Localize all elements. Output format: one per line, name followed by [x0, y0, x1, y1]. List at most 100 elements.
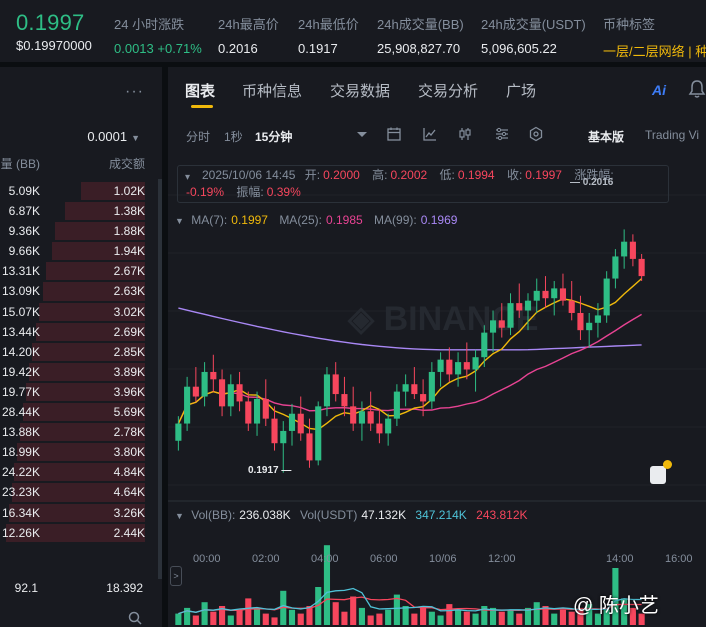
row-amount: 3.26K [113, 505, 145, 520]
row-amount: 4.64K [113, 485, 145, 500]
tab-trade-data[interactable]: 交易数据 [330, 83, 391, 100]
bell-icon[interactable] [688, 79, 706, 99]
candle-body [603, 278, 610, 316]
stat-24h-change: 24 小时涨跌 0.0013 +0.71% [114, 14, 202, 56]
volume-bar [288, 609, 296, 625]
candle-body [455, 362, 462, 375]
candle-body [393, 391, 400, 419]
ohlc-info-box: ▾ 2025/10/06 14:45 开: 0.2000 高: 0.2002 低: 0… [177, 165, 669, 203]
indicators-icon[interactable] [494, 126, 510, 142]
order-book-row[interactable]: 13.31K 2.67K [0, 261, 162, 281]
chevron-down-icon[interactable] [354, 126, 370, 142]
tab-trade-analysis[interactable]: 交易分析 [418, 83, 479, 100]
more-dots-icon[interactable]: ··· [125, 83, 144, 100]
ma25-line [177, 313, 642, 424]
order-book-row[interactable]: 28.44K 5.69K [0, 402, 162, 422]
last-price: 0.1997 [16, 10, 85, 35]
candle-body [577, 312, 584, 331]
candle-body [437, 359, 444, 372]
vol-usdt-value: 47.132K [361, 508, 407, 522]
volume-bar [411, 613, 418, 625]
search-icon[interactable] [128, 611, 142, 627]
calendar-icon[interactable] [386, 126, 402, 142]
candle-body [481, 332, 488, 358]
chevron-down-icon[interactable]: ▼ [175, 216, 184, 226]
order-book-row[interactable]: 19.77K 3.96K [0, 382, 162, 402]
volume-bar [227, 615, 234, 625]
order-book-row[interactable]: 19.42K 3.89K [0, 362, 162, 382]
x-axis-tick: 00:00 [193, 553, 221, 565]
footer-qty: 92.1 [14, 581, 38, 595]
scrollbar[interactable] [158, 179, 162, 579]
tradingview-toggle[interactable]: Trading Vi [645, 128, 700, 142]
candle-body [236, 384, 243, 402]
notes-icon[interactable] [650, 466, 666, 484]
chevron-down-icon[interactable]: ▾ [185, 172, 191, 183]
candle-body [175, 423, 182, 441]
interval-1s[interactable]: 1秒 [224, 130, 243, 144]
chart-toolbar: 分时 1秒 15分钟 基本版 Trading Vi [168, 119, 706, 149]
ma25-label: MA(25): [279, 213, 322, 227]
order-book-row[interactable]: 15.07K 3.02K [0, 302, 162, 322]
order-book-row[interactable]: 18.99K 3.80K [0, 442, 162, 462]
order-book-row[interactable]: 9.66K 1.94K [0, 241, 162, 261]
stat-24h-low: 24h最低价 0.1917 [298, 14, 359, 56]
chevron-right-icon[interactable]: > [170, 566, 182, 586]
basic-view-toggle[interactable]: 基本版 [588, 130, 625, 144]
tab-chart[interactable]: 图表 [185, 83, 216, 100]
order-book-row[interactable]: 13.44K 2.69K [0, 322, 162, 342]
depth-bar [6, 523, 145, 542]
candle-body [411, 384, 418, 395]
candle-body [288, 413, 296, 431]
footer-amount: 18.392 [106, 581, 143, 595]
order-book-row[interactable]: 13.09K 2.63K [0, 281, 162, 301]
order-book-row[interactable]: 23.23K 4.64K [0, 482, 162, 502]
volume-bar [621, 598, 628, 625]
row-amount: 2.78K [113, 425, 145, 440]
ai-icon[interactable]: Ai [652, 82, 666, 98]
stat-label: 24h最低价 [298, 17, 359, 32]
order-book-row[interactable]: 12.26K 2.44K [0, 523, 162, 543]
volume-bar [577, 607, 584, 625]
volume-bar [385, 609, 392, 625]
volume-bar [568, 611, 575, 625]
stat-24h-volume-bb: 24h成交量(BB) 25,908,827.70 [377, 14, 464, 56]
candle-body [533, 290, 540, 301]
interval-timeline[interactable]: 分时 [186, 130, 211, 144]
depth-bar [12, 483, 145, 502]
close-label: 收: [506, 168, 523, 182]
order-book-row[interactable]: 5.09K 1.02K [0, 181, 162, 201]
x-axis-tick: 10/06 [429, 553, 457, 565]
depth-bar [81, 182, 145, 201]
stat-coin-tags[interactable]: 币种标签 一层/二层网络 | 种 [603, 14, 706, 60]
candlestick-chart[interactable]: ◈ BINANCE [168, 155, 706, 627]
tick-size-select[interactable]: 0.0001 ▼ [87, 129, 140, 144]
settings-hex-icon[interactable] [528, 126, 544, 142]
volume-bar [341, 611, 348, 625]
volume-bar [463, 611, 470, 625]
binance-watermark: ◈ BINANCE [347, 300, 539, 338]
order-book-row[interactable]: 13.88K 2.78K [0, 422, 162, 442]
low-mark-label: 0.1917 — [248, 465, 292, 476]
order-book-row[interactable]: 6.87K 1.38K [0, 201, 162, 221]
tab-coin-info[interactable]: 币种信息 [242, 83, 303, 100]
order-book-row[interactable]: 9.36K 1.88K [0, 221, 162, 241]
line-chart-icon[interactable] [422, 126, 438, 142]
interval-15m[interactable]: 15分钟 [255, 130, 293, 144]
chevron-down-icon: ▼ [131, 133, 140, 143]
stat-value[interactable]: 一层/二层网络 | 种 [603, 44, 706, 59]
order-book-row[interactable]: 14.20K 2.85K [0, 342, 162, 362]
order-book-rows: 5.09K 1.02K 6.87K 1.38K 9.36K 1.88K 9.66K 1.94K… [0, 181, 162, 543]
row-qty: 6.87K [8, 204, 40, 219]
tab-square[interactable]: 广场 [506, 83, 537, 100]
tick-size-value: 0.0001 [87, 129, 128, 144]
order-book-row[interactable]: 24.22K 4.84K [0, 462, 162, 482]
order-book-row[interactable]: 16.34K 3.26K [0, 503, 162, 523]
chevron-down-icon[interactable]: ▼ [175, 511, 184, 521]
candle-body [219, 379, 226, 407]
candlestick-icon[interactable] [457, 126, 473, 142]
candle-body [621, 241, 628, 257]
candle-body [472, 357, 479, 370]
row-amount: 3.02K [113, 304, 145, 319]
volume-bar [428, 611, 435, 625]
